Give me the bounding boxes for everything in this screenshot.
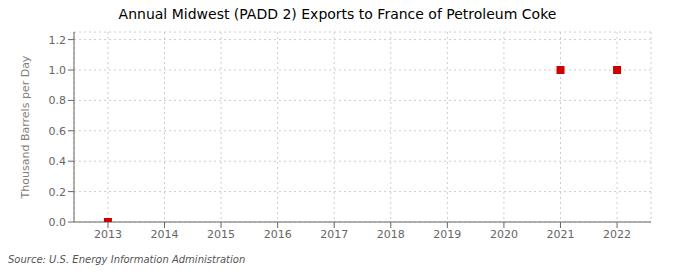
svg-text:2013: 2013 — [94, 228, 122, 241]
svg-text:Thousand Barrels per Day: Thousand Barrels per Day — [19, 55, 32, 199]
svg-text:2020: 2020 — [490, 228, 518, 241]
svg-text:2019: 2019 — [433, 228, 461, 241]
svg-text:1.2: 1.2 — [49, 34, 67, 47]
svg-text:2022: 2022 — [603, 228, 631, 241]
svg-text:0.4: 0.4 — [49, 155, 67, 168]
html-text:Source: U.S. Energy Informatio: Source: U.S. Energy Information Administ… — [8, 254, 246, 265]
svg-text:0.2: 0.2 — [49, 186, 67, 199]
html-text:Annual Midwest (PADD 2) Export: Annual Midwest (PADD 2) Exports to Franc… — [118, 6, 557, 22]
svg-text:2021: 2021 — [546, 228, 574, 241]
svg-text:0.8: 0.8 — [49, 94, 67, 107]
svg-text:2016: 2016 — [264, 228, 292, 241]
svg-text:2015: 2015 — [207, 228, 235, 241]
svg-text:2017: 2017 — [320, 228, 348, 241]
svg-text:1.0: 1.0 — [49, 64, 67, 77]
svg-text:0.0: 0.0 — [49, 216, 67, 229]
svg-text:0.6: 0.6 — [49, 125, 67, 138]
svg-text:2014: 2014 — [151, 228, 179, 241]
svg-text:2018: 2018 — [377, 228, 405, 241]
